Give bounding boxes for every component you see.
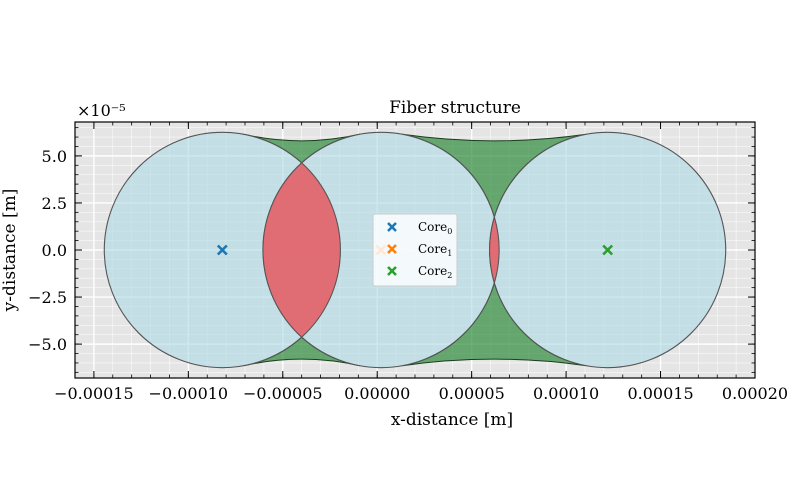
legend-label: Core1 — [418, 242, 452, 258]
core-marker-0 — [216, 244, 228, 256]
y-tick-label: 2.5 — [42, 194, 67, 213]
legend-label-name: Core — [418, 242, 447, 256]
chart-title: Fiber structure — [389, 98, 521, 118]
legend-label: Core2 — [418, 264, 452, 280]
y-offset-text: ×10⁻⁵ — [77, 101, 126, 120]
x-axis-label: x-distance [m] — [391, 410, 513, 430]
core-marker-stroke — [602, 244, 614, 256]
legend-label-subscript: 0 — [447, 227, 452, 236]
x-tick-label: 0.00015 — [627, 384, 693, 403]
legend-label-name: Core — [418, 220, 447, 234]
y-axis-label: y-distance [m] — [0, 189, 20, 313]
legend-label-subscript: 2 — [447, 271, 452, 280]
legend-marker-stroke — [387, 266, 397, 276]
legend-label-subscript: 1 — [447, 249, 452, 258]
legend-label: Core0 — [418, 220, 452, 236]
x-tick-label: −0.00010 — [149, 384, 229, 403]
x-tick-label: 0.00020 — [722, 384, 788, 403]
x-tick-label: 0.00000 — [344, 384, 410, 403]
legend-label-name: Core — [418, 264, 447, 278]
x-tick-label: −0.00005 — [243, 384, 323, 403]
overlap-region — [489, 215, 500, 285]
legend-marker-stroke — [387, 222, 397, 232]
x-tick-label: 0.00010 — [533, 384, 599, 403]
core-marker-2 — [602, 244, 614, 256]
overlap-region — [262, 162, 341, 338]
y-tick-label: −2.5 — [28, 288, 67, 307]
y-tick-label: 0.0 — [42, 241, 67, 260]
legend-marker-stroke — [387, 244, 397, 254]
legend-item: Core2 — [387, 264, 452, 280]
x-tick-label: 0.00005 — [439, 384, 505, 403]
y-tick-label: −5.0 — [28, 335, 67, 354]
axis-ticks — [74, 122, 756, 378]
y-tick-label: 5.0 — [42, 147, 67, 166]
core-marker-stroke — [216, 244, 228, 256]
legend-item: Core0 — [387, 220, 452, 236]
legend-item: Core1 — [387, 242, 452, 258]
x-tick-label: −0.00015 — [54, 384, 134, 403]
